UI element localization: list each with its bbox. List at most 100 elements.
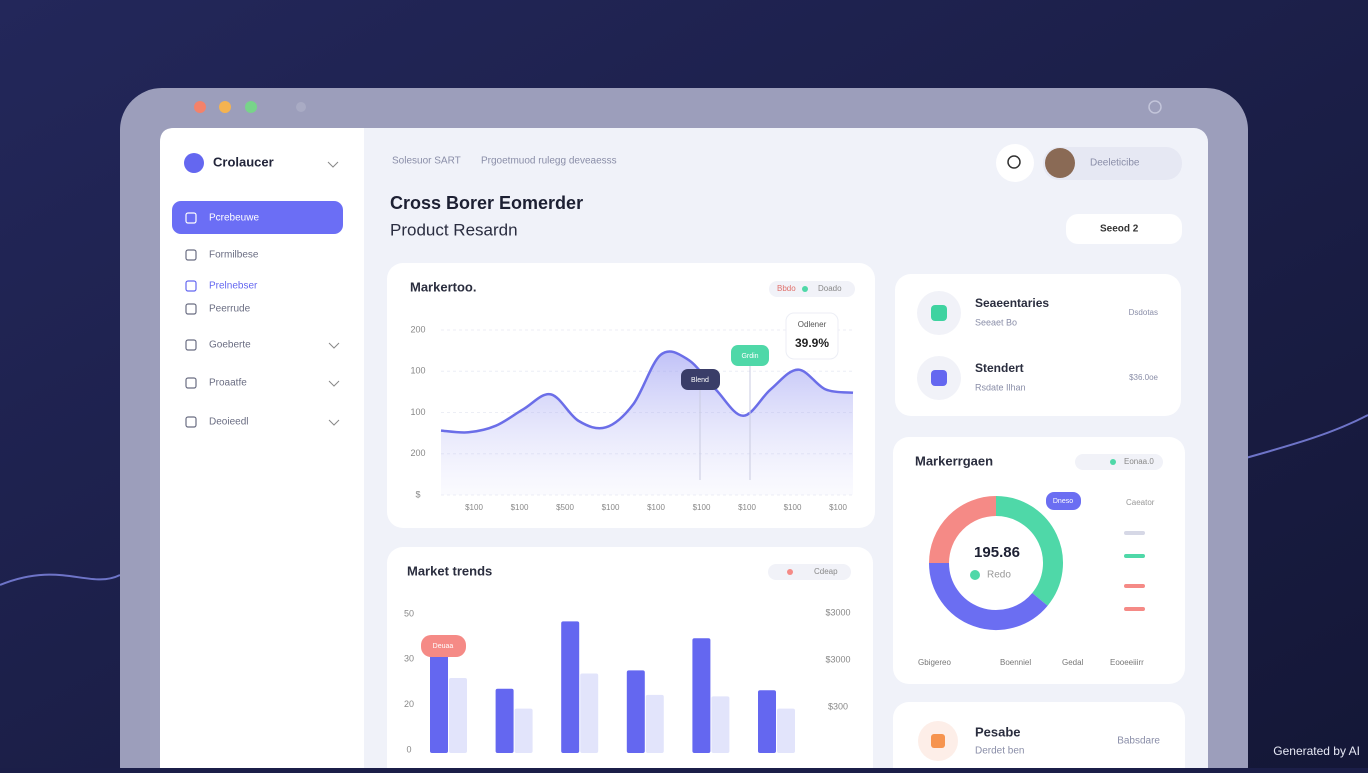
y2-tick-label: $3000 [825,607,850,617]
icon [931,734,945,748]
bar [561,621,580,753]
bar [449,678,467,753]
bar [692,638,711,753]
sidebar [160,128,364,768]
stat-title: Seaeentaries [975,296,1049,310]
chevron[interactable] [328,342,340,349]
legend-dot [787,569,793,575]
donut-segment [995,496,1063,606]
footer-title: Pesabe [975,724,1021,739]
bar [777,708,795,753]
side-title: Caeator [1126,498,1155,507]
nav-item[interactable]: Prelnebser [209,281,258,292]
x-tick-label: $100 [738,503,756,512]
legend-item: Boenniel [1000,658,1031,667]
nav-item[interactable]: Goeberte [209,340,251,351]
callout [785,312,839,360]
stat-value: $36.0oe [1129,373,1158,382]
nav-item[interactable]: Pcrebeuwe [209,213,259,224]
user-name: Deeleticibe [1090,158,1140,169]
y-tick-label: 200 [410,324,425,334]
stat-title: Stendert [975,361,1024,375]
y2-tick-label: $3000 [825,654,850,664]
breadcrumb[interactable]: Solesuor SART [392,156,461,167]
x-tick-label: $100 [602,503,620,512]
nav-item[interactable]: Deoieedl [209,417,248,428]
donut-legend: Gbigereo Boenniel Gedal Eooeeiiirr [918,658,1144,667]
nav-item[interactable]: Formilbese [209,250,259,261]
window-button[interactable] [1148,100,1162,114]
x-tick-label: $500 [556,503,574,512]
x-tick-label: $100 [465,503,483,512]
callout-label: Odlener [798,320,827,329]
brand: Crolaucer [213,154,274,169]
line [440,350,854,434]
legend-dot [1110,459,1116,465]
watermark: Generated by AI [1273,744,1360,758]
tooltip-label: Grdin [741,353,758,360]
bar [711,696,730,753]
chevron[interactable] [327,161,339,168]
donut-segment [929,562,1048,630]
tooltip [731,345,769,366]
stat-value: Dsdotas [1129,308,1158,317]
donut-segment [929,496,997,564]
window-dot [194,101,206,113]
search-icon [1007,155,1021,169]
tooltip-label: Blend [691,377,709,384]
legend-item: Bbdo [777,284,796,293]
x-tick-label: $100 [511,503,529,512]
stats: Seaeentaries Seeaet Bo Dsdotas Stendert Rsda… [917,291,1159,400]
side-bar [1124,584,1145,588]
bar [514,708,533,753]
nav-active[interactable] [172,201,343,234]
avatar [1045,148,1075,178]
callout-value: 39.9% [795,336,829,350]
nav-item[interactable]: Proaatfe [209,378,247,389]
bar [495,688,514,753]
card-title: Market trends [407,563,492,578]
nav-icon [185,280,197,292]
side-bar [1124,531,1145,535]
area-chart: 200 100 100 200 $ $100 $100 $500 $100 $100 $100 $10… [410,312,854,512]
search-button[interactable] [996,144,1034,182]
y-tick-label: 50 [404,608,414,618]
legend-item: Doado [818,284,842,293]
donut-chart [929,496,1063,630]
filter-label: Seeod 2 [1100,224,1139,235]
profile[interactable] [1043,147,1182,180]
footer-subtitle: Derdet ben [975,746,1024,757]
stat-subtitle: Rsdate Ilhan [975,382,1026,392]
filter-button[interactable] [1066,214,1182,244]
tag [421,635,466,657]
icon [931,305,947,321]
nav-icon [185,249,197,261]
donut-dot [970,570,980,580]
chevron[interactable] [328,419,340,426]
chevron[interactable] [328,380,340,387]
side-bar [1124,607,1145,611]
nav-icon [185,377,197,389]
nav: Pcrebeuwe Formilbese Prelnebser Peerrude Goe… [185,212,340,428]
footer-value: Babsdare [1117,736,1160,747]
y-tick-label: 100 [410,407,425,417]
tag [1046,492,1081,510]
y2-tick-label: $300 [828,701,848,711]
legend-item: Eonaa.0 [1124,457,1154,466]
x-tick-label: $100 [647,503,665,512]
nav-item[interactable]: Peerrude [209,304,251,315]
breadcrumb[interactable]: Prgoetmuod rulegg deveaesss [481,156,617,167]
bar [645,694,664,753]
side-bar [1124,554,1145,558]
legend-item: Eooeeiiirr [1110,658,1144,667]
x-tick-label: $100 [693,503,711,512]
nav-icon [185,212,197,224]
nav-icon [185,303,197,315]
stat-subtitle: Seeaet Bo [975,317,1017,327]
nav-icon [185,339,197,351]
page-title: Cross Borer Eomerder [390,193,583,213]
bar [580,673,599,753]
legend [769,281,855,297]
